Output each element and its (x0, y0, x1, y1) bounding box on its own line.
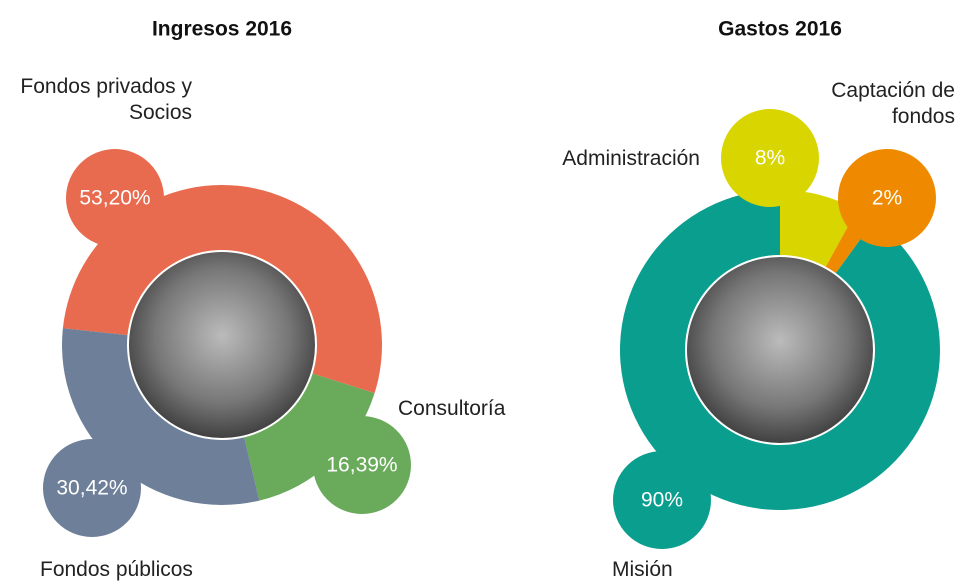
category-label: Fondos públicos (40, 557, 193, 583)
value-label: 30,42% (56, 477, 127, 500)
photo (687, 257, 873, 443)
chart-title: Ingresos 2016 (152, 18, 292, 41)
value-label: 53,20% (79, 187, 150, 210)
category-label: Captación de fondos (830, 78, 955, 130)
value-label: 8% (755, 147, 785, 170)
chart-title: Gastos 2016 (718, 18, 842, 41)
value-label: 16,39% (326, 454, 397, 477)
category-label: Misión (612, 557, 673, 583)
category-label: Consultoría (398, 396, 505, 422)
value-label: 2% (872, 187, 902, 210)
category-label: Administración (520, 146, 700, 172)
value-label: 90% (641, 489, 683, 512)
photo (129, 252, 315, 438)
page: Ingresos 2016 53,20% 16,39% 30,42% Gastos 20… (0, 0, 960, 585)
category-label: Fondos privados y Socios (10, 74, 192, 126)
